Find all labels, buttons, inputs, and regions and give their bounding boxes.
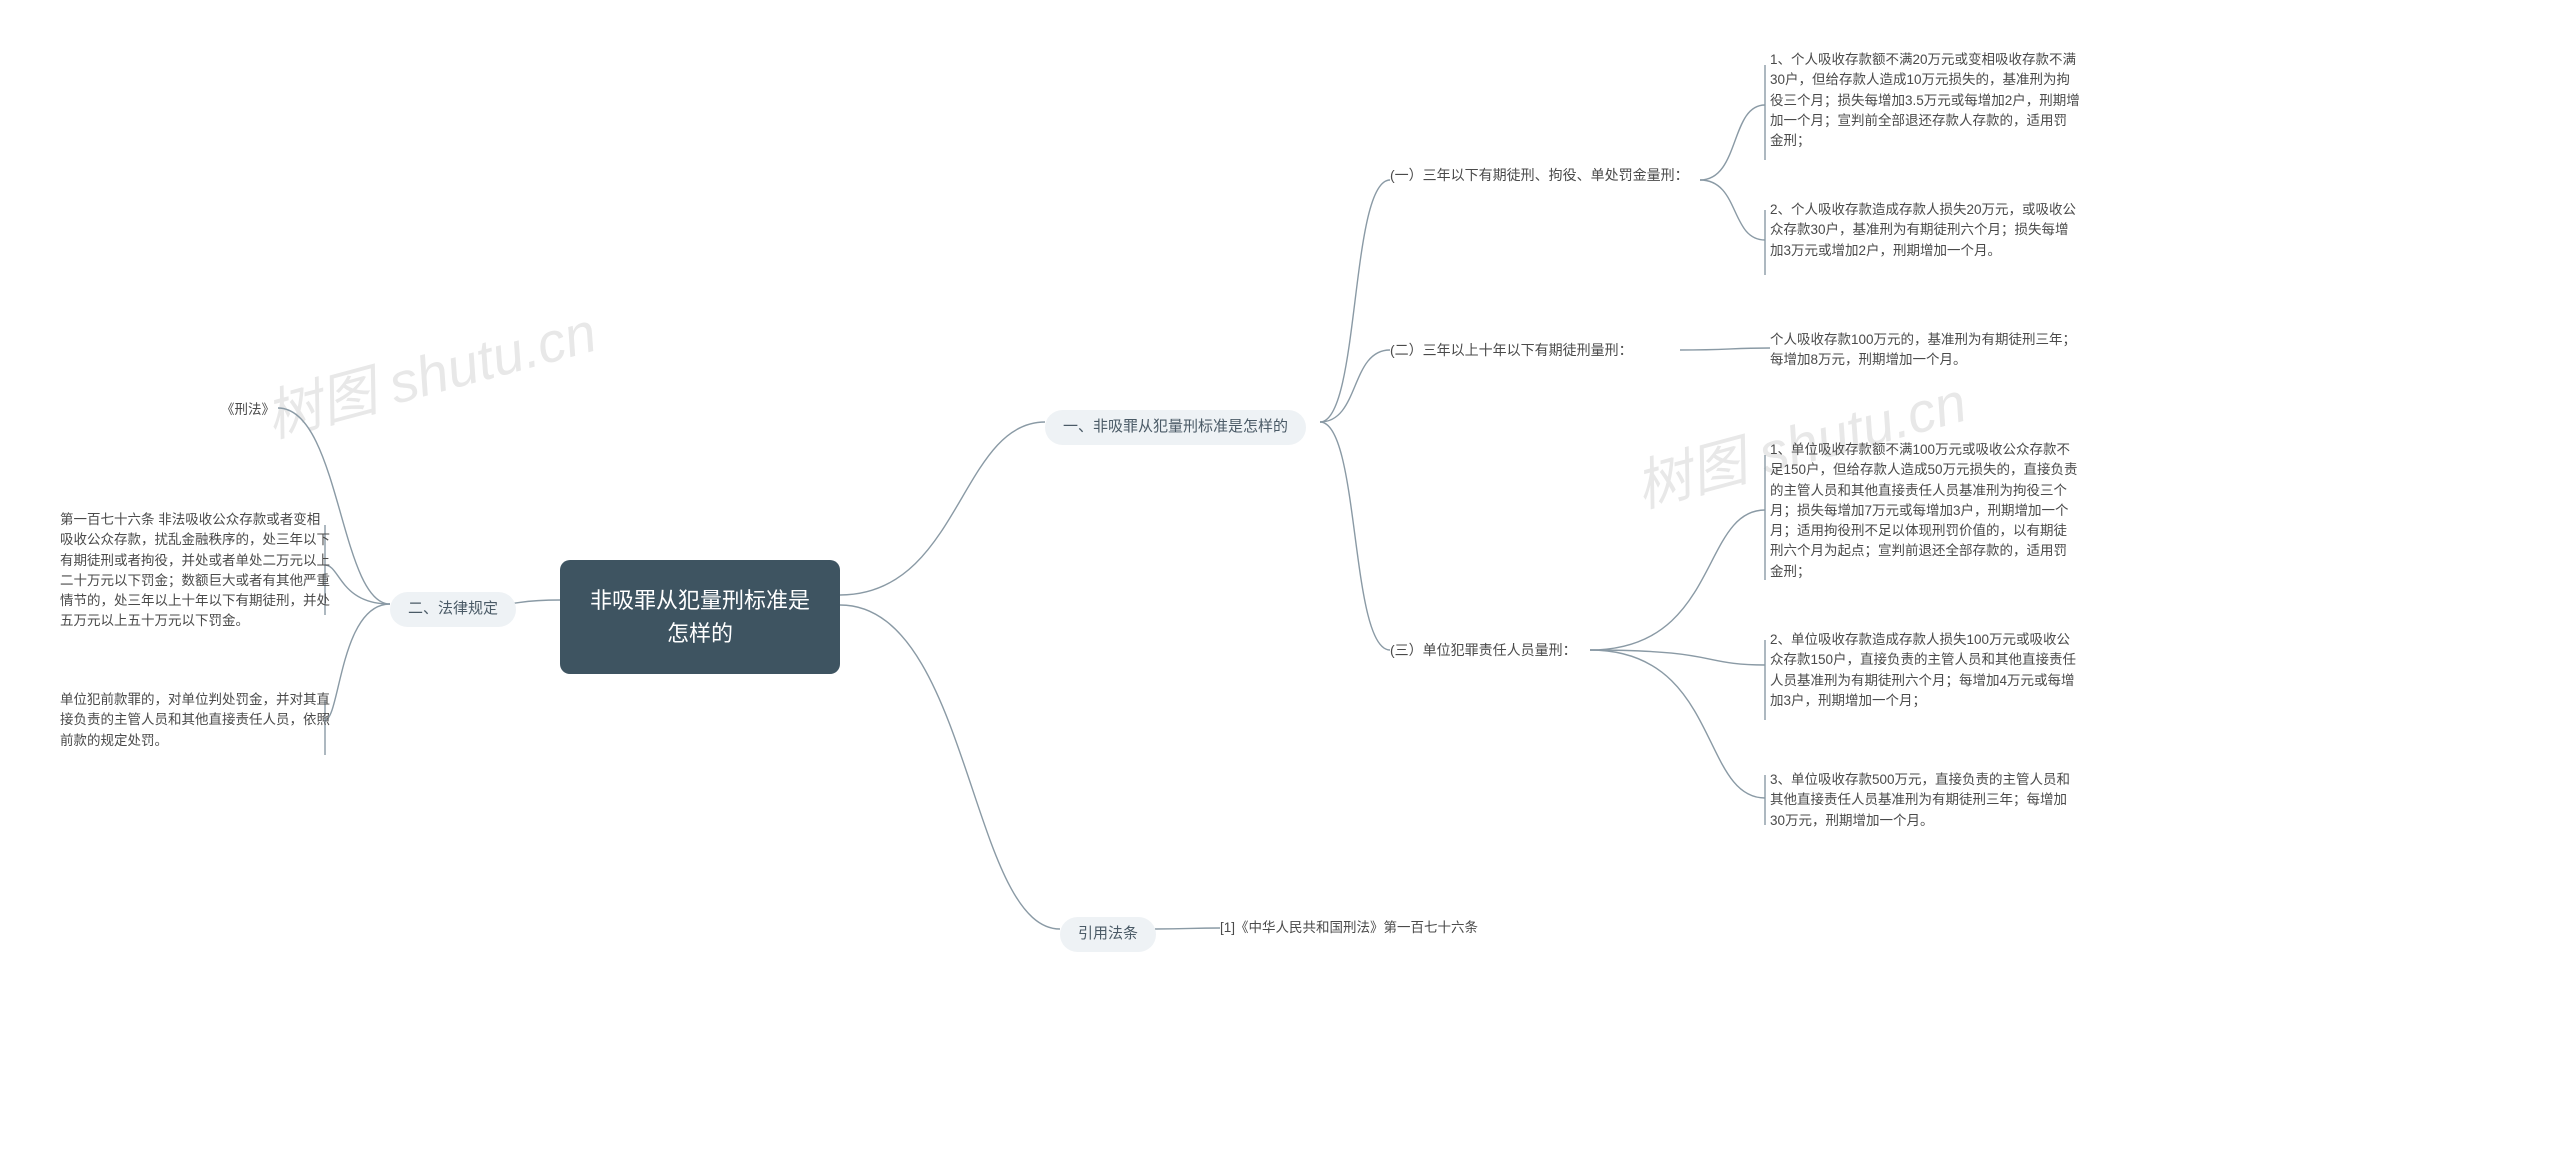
leaf-3-1: [1]《中华人民共和国刑法》第一百七十六条 bbox=[1220, 918, 1478, 938]
branch-1-sub-1: (一）三年以下有期徒刑、拘役、单处罚金量刑： bbox=[1390, 165, 1689, 186]
connector-layer bbox=[0, 0, 2560, 1167]
leaf-1-3-1: 1、单位吸收存款额不满100万元或吸收公众存款不足150户，但给存款人造成50万… bbox=[1770, 440, 2080, 582]
branch-2: 二、法律规定 bbox=[390, 592, 516, 627]
leaf-1-2-1: 个人吸收存款100万元的，基准刑为有期徒刑三年；每增加8万元，刑期增加一个月。 bbox=[1770, 330, 2080, 371]
leaf-1-1-1: 1、个人吸收存款额不满20万元或变相吸收存款不满30户，但给存款人造成10万元损… bbox=[1770, 50, 2080, 151]
leaf-2-2: 第一百七十六条 非法吸收公众存款或者变相吸收公众存款，扰乱金融秩序的，处三年以下… bbox=[60, 510, 330, 632]
leaf-1-3-3: 3、单位吸收存款500万元，直接负责的主管人员和其他直接责任人员基准刑为有期徒刑… bbox=[1770, 770, 2080, 831]
branch-1-sub-2: (二）三年以上十年以下有期徒刑量刑： bbox=[1390, 340, 1633, 361]
branch-1-sub-3: (三）单位犯罪责任人员量刑： bbox=[1390, 640, 1577, 661]
branch-3: 引用法条 bbox=[1060, 917, 1156, 952]
leaf-2-1: 《刑法》 bbox=[215, 400, 275, 420]
watermark: 树图 shutu.cn bbox=[255, 287, 604, 453]
leaf-1-1-2: 2、个人吸收存款造成存款人损失20万元，或吸收公众存款30户，基准刑为有期徒刑六… bbox=[1770, 200, 2080, 261]
leaf-1-3-2: 2、单位吸收存款造成存款人损失100万元或吸收公众存款150户，直接负责的主管人… bbox=[1770, 630, 2080, 711]
root-node: 非吸罪从犯量刑标准是怎样的 bbox=[560, 560, 840, 674]
branch-1: 一、非吸罪从犯量刑标准是怎样的 bbox=[1045, 410, 1306, 445]
leaf-2-3: 单位犯前款罪的，对单位判处罚金，并对其直接负责的主管人员和其他直接责任人员，依照… bbox=[60, 690, 330, 751]
